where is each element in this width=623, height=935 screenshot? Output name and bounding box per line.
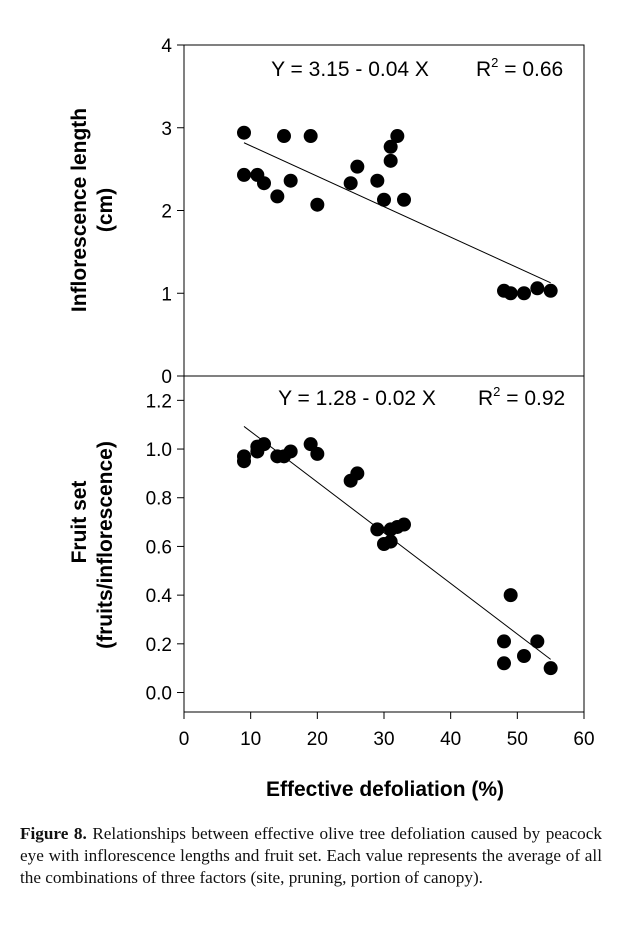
data-point [383,153,398,168]
x-tick-label: 50 [507,729,528,750]
data-point [543,661,558,676]
data-point [237,125,251,140]
x-axis-label: Effective defoliation (%) [266,778,504,801]
data-point [517,286,531,301]
data-point [497,656,511,671]
y-tick-label: 0.6 [146,537,172,558]
x-tick-label: 40 [440,729,461,750]
data-point [517,649,531,663]
data-point [383,139,398,154]
equation-top: Y = 3.15 - 0.04 X [271,58,429,81]
data-point [270,189,285,204]
y-tick-label: 4 [161,36,172,57]
data-point [343,176,358,191]
y-tick-label-group-bottom: 0.0 0.2 0.4 0.6 0.8 1.0 1.2 [146,391,173,704]
figure-canvas: 0 1 2 3 4 Y = 3.15 - 0.04 X R2 = 0.66 Inflor… [68,36,595,801]
data-point [350,159,365,174]
data-point [530,281,545,296]
x-tick-label: 60 [573,729,594,750]
data-point [310,197,325,212]
y-axis-label-bottom-line1: Fruit set [68,481,91,564]
y-tick-group-bottom [177,399,184,694]
panel-fruit-set: 0.0 0.2 0.4 0.6 0.8 1.0 1.2 0 10 20 30 40 50 60 Y = … [68,375,595,801]
data-point [283,444,298,459]
figure-caption: Figure 8. Relationships between effectiv… [20,823,602,889]
r-squared-bottom: R2 = 0.92 [478,384,565,410]
y-axis-label-top-line1: Inflorescence length [68,108,91,312]
data-points-bottom [237,437,558,676]
data-point [397,517,411,532]
data-point [257,437,271,452]
data-point [497,634,511,649]
y-tick-label: 1.0 [146,440,172,461]
caption-text: Relationships between effective olive tr… [20,824,602,887]
x-tick-label-group: 0 10 20 30 40 50 60 [179,729,595,750]
x-tick-label: 0 [179,729,190,750]
regression-line-top [243,142,551,284]
plot-frame-top [183,44,585,377]
caption-label: Figure 8. [20,824,87,843]
data-point [390,129,405,144]
data-points-top [237,125,558,301]
y-tick-label: 1.2 [146,391,172,412]
y-tick-label: 2 [161,202,172,223]
x-tick-label: 10 [240,729,261,750]
equation-bottom: Y = 1.28 - 0.02 X [278,387,436,410]
data-point [383,534,398,549]
y-tick-label: 0.8 [146,489,172,510]
y-tick-label: 3 [161,119,172,140]
data-point [237,454,251,469]
y-axis-label-top-line2: (cm) [94,188,117,232]
data-point [277,129,291,144]
data-point [303,129,318,144]
data-point [370,173,385,188]
data-point [530,634,545,649]
y-tick-label: 0 [161,367,172,388]
data-point [397,192,411,207]
y-tick-label-group-top: 0 1 2 3 4 [161,36,172,388]
y-tick-label: 0.2 [146,635,172,656]
x-tick-label: 30 [373,729,394,750]
x-tick-group [183,712,585,719]
y-tick-group-top [177,44,184,377]
data-point [503,286,518,301]
data-point [257,176,271,191]
data-point [370,522,385,537]
data-point [283,173,298,188]
y-axis-label-bottom-line2: (fruits/inflorescence) [94,441,117,649]
x-tick-label: 20 [307,729,328,750]
data-point [503,588,518,603]
data-point [377,192,391,207]
r-squared-top: R2 = 0.66 [476,55,563,81]
data-point [350,466,365,481]
data-point [543,283,558,298]
y-tick-label: 0.4 [146,586,173,607]
data-point [310,446,325,461]
data-point [237,167,251,182]
panel-inflorescence: 0 1 2 3 4 Y = 3.15 - 0.04 X R2 = 0.66 Inflor… [68,36,585,388]
y-tick-label: 1 [161,284,172,305]
y-tick-label: 0.0 [146,684,172,705]
